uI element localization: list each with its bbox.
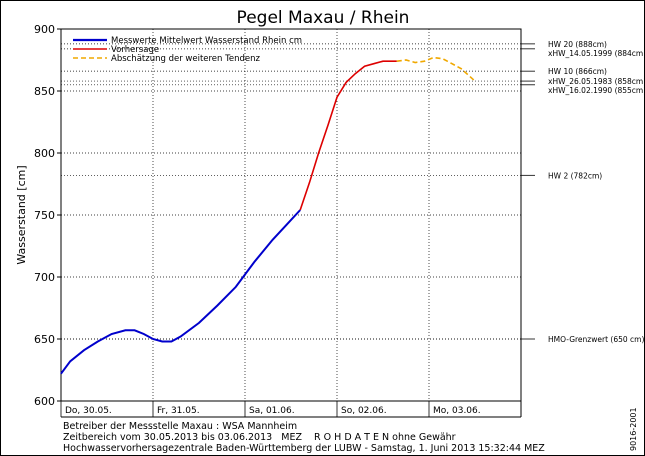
series-line-2 <box>299 60 397 211</box>
reference-lines: HW 20 (888cm)xHW_14.05.1999 (884cm) HW 10… <box>61 40 644 344</box>
reference-label: xHW_14.05.1999 (884cm) <box>548 49 644 58</box>
legend-label: Abschätzung der weiteren Tendenz <box>111 54 261 64</box>
side-code: 9016-2001 <box>629 407 638 451</box>
legend-label: Vorhersage <box>111 45 159 55</box>
reference-label: HMO-Grenzwert (650 cm) <box>548 335 644 344</box>
chart-title: Pegel Maxau / Rhein <box>237 8 410 28</box>
legend-label: Messwerte Mittelwert Wasserstand Rhein c… <box>111 36 302 46</box>
footer-source: Hochwasservorhersagezentrale Baden-Württ… <box>63 443 545 454</box>
reference-label: xHW_26.05.1983 (858cm) <box>548 77 644 86</box>
x-axis-day-labels: Do, 30.05. Fr, 31.05. Sa, 01.06. So, 02.06.… <box>60 401 522 418</box>
y-tick-label: 850 <box>34 85 55 98</box>
y-axis-label: Wasserstand [cm] <box>15 165 28 264</box>
x-day-label: Do, 30.05. <box>65 406 112 416</box>
reference-label: HW 10 (866cm) <box>548 67 607 76</box>
series-line-3 <box>396 56 476 82</box>
series-line-1 <box>60 209 301 375</box>
legend: Messwerte Mittelwert Wasserstand Rhein c… <box>73 36 302 64</box>
y-tick-label: 600 <box>34 395 55 408</box>
reference-label: xHW_16.02.1990 (855cm) <box>548 86 644 95</box>
x-day-label: So, 02.06. <box>341 406 387 416</box>
y-tick-label: 650 <box>34 333 55 346</box>
y-tick-label: 700 <box>34 271 55 284</box>
y-tick-label: 750 <box>34 209 55 222</box>
x-day-label: Fr, 31.05. <box>157 406 200 416</box>
footer-operator: Betreiber der Messstelle Maxau : WSA Man… <box>63 421 298 432</box>
x-day-label: Sa, 01.06. <box>249 406 295 416</box>
y-tick-label: 800 <box>34 147 55 160</box>
reference-label: HW 20 (888cm) <box>548 40 607 49</box>
footer-range: Zeitbereich vom 30.05.2013 bis 03.06.201… <box>63 432 456 443</box>
y-axis-ticks: 600 650 700 750 800 850 900 <box>34 23 61 408</box>
reference-label: HW 2 (782cm) <box>548 171 602 180</box>
y-tick-label: 900 <box>34 23 55 36</box>
x-day-label: Mo, 03.06. <box>433 406 481 416</box>
series-lines <box>60 56 476 375</box>
